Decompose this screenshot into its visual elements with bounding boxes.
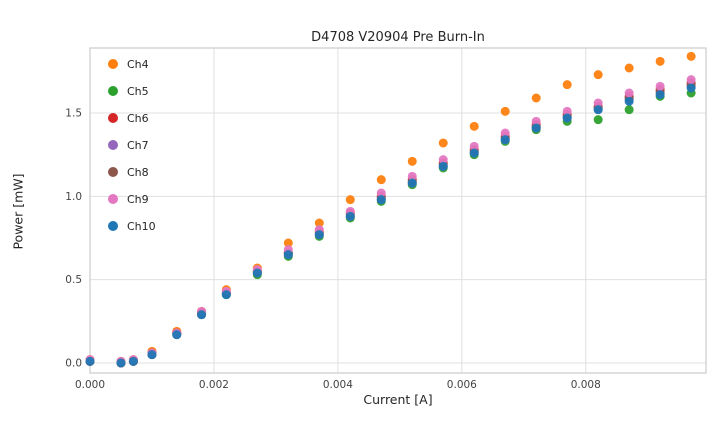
data-point-Ch10 xyxy=(686,83,696,93)
data-point-Ch4 xyxy=(438,138,448,148)
data-point-Ch9 xyxy=(531,116,541,126)
legend-label-Ch5: Ch5 xyxy=(127,85,149,98)
data-point-Ch10 xyxy=(624,96,634,106)
legend-marker-Ch7 xyxy=(108,140,118,150)
data-point-Ch10 xyxy=(562,113,572,123)
data-point-Ch10 xyxy=(438,161,448,171)
y-tick-label: 1.5 xyxy=(65,108,82,120)
data-point-Ch10 xyxy=(500,135,510,145)
legend-marker-Ch8 xyxy=(108,167,118,177)
data-point-Ch10 xyxy=(407,178,417,188)
legend-marker-Ch5 xyxy=(108,86,118,96)
legend-marker-Ch9 xyxy=(108,194,118,204)
data-point-Ch4 xyxy=(531,93,541,103)
data-point-Ch9 xyxy=(407,171,417,181)
x-tick-label: 0.008 xyxy=(571,379,601,391)
data-point-Ch10 xyxy=(345,211,355,221)
data-point-Ch10 xyxy=(172,330,182,340)
data-point-Ch4 xyxy=(283,238,293,248)
data-point-Ch9 xyxy=(655,81,665,91)
data-point-Ch4 xyxy=(655,56,665,66)
data-point-Ch9 xyxy=(686,75,696,85)
legend-marker-Ch6 xyxy=(108,113,118,123)
data-point-Ch10 xyxy=(655,90,665,100)
data-point-Ch10 xyxy=(593,105,603,115)
data-point-Ch4 xyxy=(314,218,324,228)
legend-label-Ch4: Ch4 xyxy=(127,58,149,71)
data-point-Ch9 xyxy=(624,88,634,98)
data-point-Ch5 xyxy=(593,115,603,125)
data-point-Ch4 xyxy=(593,70,603,80)
legend-label-Ch6: Ch6 xyxy=(127,112,149,125)
data-point-Ch5 xyxy=(624,105,634,115)
legend-label-Ch10: Ch10 xyxy=(127,220,156,233)
x-tick-label: 0.002 xyxy=(199,379,229,391)
data-point-Ch9 xyxy=(593,98,603,108)
data-point-Ch4 xyxy=(624,63,634,73)
data-point-Ch4 xyxy=(686,51,696,61)
y-tick-label: 0.0 xyxy=(65,358,82,370)
data-point-Ch10 xyxy=(531,123,541,133)
data-point-Ch10 xyxy=(252,268,262,278)
legend-label-Ch7: Ch7 xyxy=(127,139,149,152)
data-point-Ch9 xyxy=(438,155,448,165)
data-point-Ch9 xyxy=(469,141,479,151)
x-axis-label: Current [A] xyxy=(363,392,433,407)
data-point-Ch4 xyxy=(407,156,417,166)
data-point-Ch10 xyxy=(283,250,293,260)
data-point-Ch9 xyxy=(500,128,510,138)
data-point-Ch4 xyxy=(345,195,355,205)
data-point-Ch4 xyxy=(469,121,479,131)
legend-marker-Ch4 xyxy=(108,59,118,69)
x-tick-label: 0.004 xyxy=(323,379,353,391)
data-point-Ch4 xyxy=(500,106,510,116)
data-point-Ch10 xyxy=(221,290,231,300)
data-point-Ch10 xyxy=(469,148,479,158)
data-point-Ch10 xyxy=(147,350,157,360)
plot-border xyxy=(89,47,707,374)
data-point-Ch9 xyxy=(562,106,572,116)
y-tick-label: 1.0 xyxy=(65,191,82,203)
data-point-Ch10 xyxy=(116,358,126,368)
data-point-Ch4 xyxy=(376,175,386,185)
y-axis-label: Power [mW] xyxy=(10,173,26,250)
data-point-Ch9 xyxy=(376,188,386,198)
data-point-Ch10 xyxy=(376,195,386,205)
x-tick-label: 0.000 xyxy=(75,379,105,391)
y-tick-label: 0.5 xyxy=(65,274,82,286)
data-point-Ch10 xyxy=(85,356,95,366)
legend-label-Ch9: Ch9 xyxy=(127,193,149,206)
data-point-Ch10 xyxy=(128,356,138,366)
chart-title: D4708 V20904 Pre Burn-In xyxy=(311,30,485,45)
legend-marker-Ch10 xyxy=(108,221,118,231)
data-point-Ch4 xyxy=(562,80,572,90)
x-tick-label: 0.006 xyxy=(447,379,477,391)
data-point-Ch10 xyxy=(314,230,324,240)
legend-label-Ch8: Ch8 xyxy=(127,166,149,179)
data-point-Ch10 xyxy=(197,310,207,320)
